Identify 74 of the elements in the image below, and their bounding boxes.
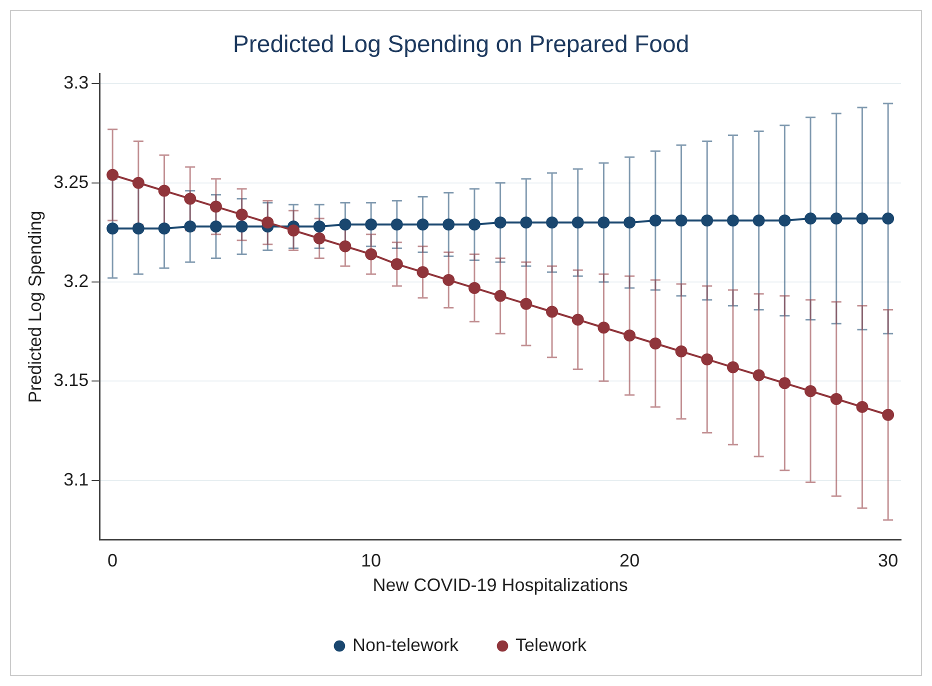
point <box>572 216 584 229</box>
point <box>468 218 480 231</box>
point <box>132 176 144 189</box>
x-tick-label: 0 <box>108 550 118 571</box>
point <box>416 218 429 231</box>
point <box>158 184 170 197</box>
point <box>882 212 894 225</box>
point <box>546 306 558 318</box>
point <box>804 385 817 398</box>
y-tick-label: 3.3 <box>64 72 89 93</box>
point <box>262 216 274 229</box>
point <box>624 330 636 342</box>
point <box>856 400 868 413</box>
point <box>339 218 352 231</box>
point <box>339 240 352 252</box>
x-tick-label: 10 <box>361 550 382 571</box>
point <box>468 282 480 294</box>
x-tick-label: 20 <box>620 550 640 571</box>
y-tick-label: 3.25 <box>54 172 89 192</box>
point <box>416 266 429 278</box>
point <box>520 298 532 310</box>
point <box>313 232 326 244</box>
point <box>675 345 688 358</box>
point <box>313 220 326 232</box>
y-tick-label: 3.1 <box>64 469 89 490</box>
point <box>184 220 196 232</box>
point <box>572 314 584 326</box>
point <box>752 369 765 382</box>
point <box>390 258 403 270</box>
point <box>158 222 170 234</box>
chart-title: Predicted Log Spending on Prepared Food <box>232 31 690 58</box>
point <box>726 214 739 227</box>
point <box>624 216 636 229</box>
point <box>830 393 842 406</box>
point <box>882 408 894 421</box>
point <box>442 274 455 286</box>
point <box>365 248 378 260</box>
point <box>598 322 610 334</box>
point <box>442 218 455 231</box>
point <box>390 218 403 231</box>
point <box>804 212 817 225</box>
point <box>830 212 842 225</box>
point <box>520 216 532 229</box>
point <box>546 216 558 229</box>
point <box>856 212 868 225</box>
point <box>649 337 662 350</box>
point <box>649 214 662 227</box>
point <box>778 377 791 390</box>
point <box>726 361 739 374</box>
point <box>132 222 144 234</box>
x-axis-title: New COVID-19 Hospitalizations <box>372 575 628 596</box>
point <box>675 214 688 227</box>
point <box>106 222 119 234</box>
point <box>701 353 714 366</box>
point <box>210 200 222 213</box>
point <box>365 218 378 231</box>
legend-label: Telework <box>516 634 588 655</box>
y-tick-label: 3.2 <box>64 270 89 291</box>
point <box>752 214 765 227</box>
point <box>210 220 222 232</box>
point <box>701 214 714 227</box>
point <box>494 290 506 302</box>
legend-label: Non-telework <box>352 634 460 655</box>
point <box>184 192 196 205</box>
point <box>106 168 119 181</box>
point <box>598 216 610 229</box>
point <box>236 208 248 221</box>
point <box>778 214 791 227</box>
y-axis-title: Predicted Log Spending <box>24 210 45 403</box>
point <box>288 224 300 236</box>
x-tick-label: 30 <box>878 550 898 571</box>
point <box>494 216 506 229</box>
point <box>236 220 248 232</box>
y-tick-label: 3.15 <box>54 370 89 390</box>
